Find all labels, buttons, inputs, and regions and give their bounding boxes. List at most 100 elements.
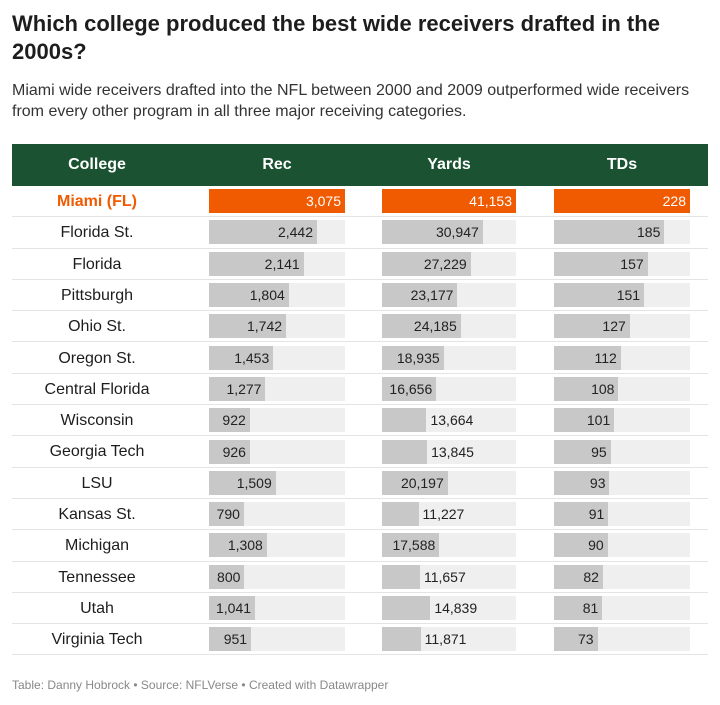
bar-track: 151 (554, 283, 690, 308)
bar-track: 82 (554, 564, 690, 589)
bar-track: 18,935 (382, 345, 516, 370)
bar (382, 470, 448, 495)
bar-track: 1,742 (209, 314, 345, 339)
bar-track: 73 (554, 627, 690, 652)
value-label: 2,141 (264, 255, 300, 272)
value-label: 82 (583, 568, 599, 585)
value-label: 11,227 (422, 506, 465, 523)
college-cell: Oregon St. (58, 349, 136, 367)
value-label: 1,308 (227, 537, 263, 554)
value-label: 20,197 (400, 474, 444, 491)
bar-track: 1,453 (209, 345, 345, 370)
value-label: 1,453 (234, 349, 270, 366)
subtitle: Miami wide receivers drafted into the NF… (12, 82, 690, 120)
value-label: 91 (588, 506, 605, 523)
bar (209, 283, 289, 308)
value-label: 1,277 (226, 380, 262, 397)
bar (554, 502, 609, 527)
bar-track: 11,227 (382, 502, 516, 527)
value-label: 3,075 (305, 193, 341, 210)
bar (554, 627, 598, 652)
footer: Table: Danny Hobrock • Source: NFLVerse … (12, 678, 389, 692)
value-label: 157 (620, 255, 644, 272)
table-row: Tennessee 800 11,657 82 (12, 562, 708, 593)
bar (554, 283, 645, 308)
value-label: 151 (616, 287, 641, 304)
bar-track: 127 (554, 314, 690, 339)
college-cell: Miami (FL) (57, 193, 137, 210)
college-cell: Wisconsin (60, 412, 134, 430)
bar-track: 1,277 (209, 376, 345, 401)
value-label: 13,845 (431, 443, 474, 460)
bar (382, 533, 440, 558)
value-label: 11,657 (423, 568, 466, 585)
bar (382, 345, 444, 370)
value-label: 23,177 (410, 287, 454, 304)
bar (382, 251, 471, 276)
bar-track: 95 (554, 439, 690, 464)
bar-track: 30,947 (382, 220, 516, 245)
bar-track: 91 (554, 502, 690, 527)
bar (554, 376, 619, 401)
table-row: Pittsburgh 1,804 23,177 151 (12, 280, 708, 312)
bar (554, 189, 690, 214)
value-label: 790 (216, 506, 240, 523)
value-label: 14,839 (434, 600, 478, 617)
bar (554, 314, 630, 339)
college-cell: Kansas St. (58, 506, 136, 523)
bar-track: 27,229 (382, 251, 516, 276)
bar (554, 470, 610, 495)
bar (209, 564, 245, 589)
bar (209, 627, 252, 652)
college-cell: Central Florida (44, 380, 150, 398)
value-label: 800 (217, 568, 241, 585)
value-label: 17,588 (392, 537, 436, 554)
bar (382, 376, 437, 401)
value-label: 41,153 (469, 193, 512, 210)
bar-track: 1,509 (209, 470, 345, 495)
title: Which college produced the best wide rec… (12, 11, 660, 64)
bar (554, 533, 608, 558)
college-cell: Pittsburgh (60, 286, 134, 304)
bar-track: 926 (209, 439, 345, 464)
value-label: 101 (586, 412, 611, 429)
bar-track: 922 (209, 408, 345, 433)
table-row: Michigan 1,308 17,588 90 (12, 530, 708, 562)
table-header: College Rec Yards TDs (12, 144, 708, 186)
bar (382, 314, 461, 339)
bar-track: 93 (554, 470, 690, 495)
value-label: 185 (637, 224, 661, 241)
bar (209, 251, 304, 276)
value-label: 112 (594, 349, 617, 366)
bar-track: 17,588 (382, 533, 516, 558)
value-label: 922 (222, 412, 246, 429)
table-row: Florida St. 2,442 30,947 185 (12, 217, 708, 249)
bar (554, 439, 611, 464)
table-row: LSU 1,509 20,197 93 (12, 468, 708, 499)
college-cell: Ohio St. (68, 318, 126, 336)
table-row: Oregon St. 1,453 18,935 112 (12, 343, 708, 374)
bar (209, 470, 276, 495)
bar-track: 3,075 (209, 189, 345, 214)
bar (209, 345, 274, 370)
value-label: 228 (662, 193, 686, 210)
value-label: 16,656 (389, 380, 433, 397)
bar (554, 251, 648, 276)
bar (209, 220, 317, 245)
bar (554, 564, 603, 589)
bar (209, 314, 287, 339)
bar-track: 228 (554, 189, 690, 214)
bar-track: 1,041 (209, 596, 345, 621)
bar-track: 13,664 (382, 408, 516, 433)
value-label: 2,442 (277, 224, 314, 241)
bar-track: 790 (209, 502, 345, 527)
table-row: Virginia Tech 951 11,871 73 (12, 624, 708, 656)
value-label: 93 (589, 474, 606, 491)
bar-track: 1,308 (209, 533, 345, 558)
bar (209, 189, 345, 214)
bar (209, 376, 266, 401)
bar-track: 1,804 (209, 283, 345, 308)
bar (209, 596, 256, 621)
bar-track: 13,845 (382, 439, 516, 464)
